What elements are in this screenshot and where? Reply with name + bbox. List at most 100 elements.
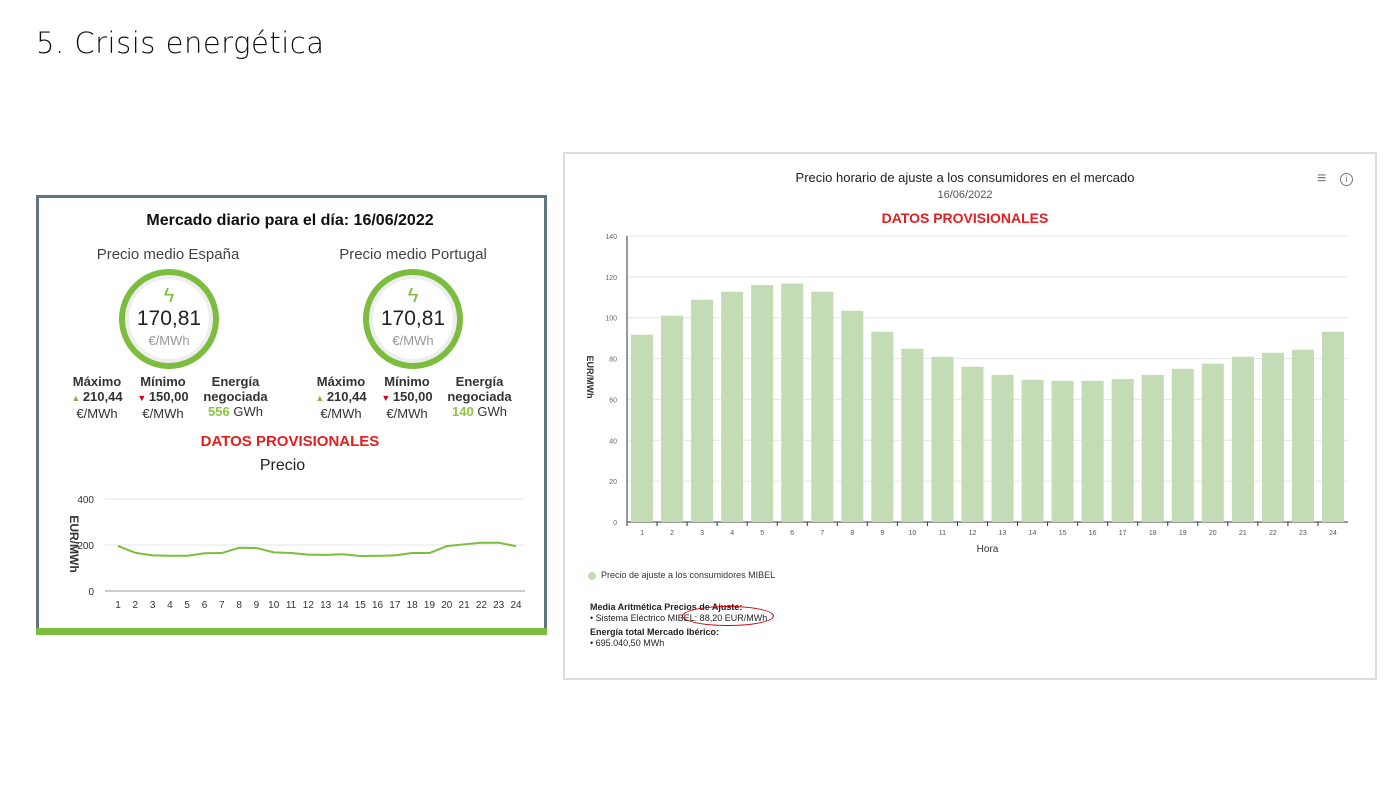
market-title: Mercado diario para el día: 16/06/2022 <box>146 212 434 229</box>
x-tick-label: 4 <box>730 530 734 537</box>
x-tick-label: 1 <box>640 530 644 537</box>
x-tick-label: 21 <box>1239 530 1247 537</box>
bar <box>781 283 804 522</box>
x-tick-label: 23 <box>493 600 505 611</box>
bar <box>1141 374 1164 522</box>
bar-chart-title: Precio horario de ajuste a los consumido… <box>795 170 1135 185</box>
x-tick-label: 3 <box>700 530 704 537</box>
x-tick-label: 18 <box>407 600 419 611</box>
x-tick-label: 21 <box>459 600 471 611</box>
bar-chart-date: 16/06/2022 <box>937 189 993 201</box>
bar <box>631 334 654 522</box>
x-tick-label: 8 <box>236 600 242 611</box>
legend-marker-icon <box>588 572 596 580</box>
bar <box>1021 379 1044 522</box>
bar <box>661 315 684 522</box>
x-tick-label: 22 <box>1269 530 1277 537</box>
bar <box>1321 331 1344 522</box>
summary-mean-label: Media Aritmética Precios de Ajuste: <box>590 602 743 612</box>
energy-value: 556 <box>208 404 230 419</box>
daily-market-panel <box>36 195 547 635</box>
y-tick-label: 200 <box>77 541 94 552</box>
spain-min: Mínimo ▼ 150,00 €/MWh <box>128 374 198 421</box>
bar <box>1201 363 1224 522</box>
min-unit: €/MWh <box>142 406 184 421</box>
x-tick-label: 5 <box>184 600 190 611</box>
lightning-icon: ϟ <box>407 285 419 307</box>
energy-unit: GWh <box>233 404 263 419</box>
y-tick-label: 60 <box>609 397 617 404</box>
portugal-price: 170,81 <box>380 307 446 330</box>
min-unit: €/MWh <box>386 406 428 421</box>
summary-energy-value: • 695.040,50 MWh <box>590 638 665 648</box>
bar <box>1291 349 1314 522</box>
x-tick-label: 24 <box>1329 530 1337 537</box>
y-tick-label: 0 <box>88 587 94 598</box>
x-tick-label: 1 <box>115 600 121 611</box>
summary-mean-value: • Sistema Eléctrico MIBEL: 88,20 EUR/MWh <box>590 613 768 623</box>
bar <box>931 356 954 522</box>
bar <box>1261 352 1284 522</box>
down-arrow-icon: ▼ <box>381 393 393 403</box>
spain-label: Precio medio España <box>96 246 240 263</box>
x-tick-label: 10 <box>268 600 280 611</box>
x-tick-label: 8 <box>850 530 854 537</box>
info-icon[interactable]: i <box>1340 173 1353 186</box>
provisional-label: DATOS PROVISIONALES <box>200 433 380 450</box>
max-unit: €/MWh <box>76 406 118 421</box>
x-tick-label: 11 <box>939 530 946 537</box>
portugal-min: Mínimo ▼ 150,00 €/MWh <box>372 374 442 421</box>
x-tick-label: 18 <box>1149 530 1157 537</box>
x-tick-label: 9 <box>880 530 884 537</box>
x-tick-label: 14 <box>337 600 349 611</box>
menu-icon[interactable]: ≡ <box>1317 170 1327 187</box>
y-tick-label: 100 <box>605 316 617 323</box>
x-tick-label: 3 <box>150 600 156 611</box>
bar <box>961 366 984 522</box>
lightning-icon: ϟ <box>163 285 175 307</box>
spain-price-ring <box>119 269 219 369</box>
x-tick-label: 7 <box>820 530 824 537</box>
energy-label-2: negociada <box>203 389 268 404</box>
bar <box>1051 380 1074 522</box>
min-value: 150,00 <box>148 389 189 404</box>
x-tick-label: 7 <box>219 600 225 611</box>
bar-chart-provisional: DATOS PROVISIONALES <box>881 210 1049 226</box>
x-tick-label: 10 <box>908 530 916 537</box>
x-tick-label: 2 <box>670 530 674 537</box>
portugal-label: Precio medio Portugal <box>339 246 487 263</box>
legend-item[interactable]: Precio de ajuste a los consumidores MIBE… <box>601 570 776 580</box>
spain-unit: €/MWh <box>148 333 190 348</box>
bar <box>751 285 774 522</box>
max-value: 210,44 <box>326 389 367 404</box>
x-tick-label: 13 <box>320 600 332 611</box>
bar <box>841 310 864 522</box>
x-tick-label: 11 <box>286 600 297 611</box>
energy-value: 140 <box>452 404 474 419</box>
max-label: Máximo <box>72 374 122 389</box>
bar <box>1171 368 1194 522</box>
spain-max: Máximo ▲ 210,44 €/MWh <box>62 374 132 421</box>
x-tick-label: 14 <box>1029 530 1037 537</box>
min-value: 150,00 <box>392 389 433 404</box>
x-tick-label: 15 <box>1059 530 1067 537</box>
bar <box>871 331 894 522</box>
down-arrow-icon: ▼ <box>137 393 149 403</box>
portugal-price-ring <box>363 269 463 369</box>
x-tick-label: 17 <box>389 600 401 611</box>
x-tick-label: 23 <box>1299 530 1307 537</box>
portugal-unit: €/MWh <box>392 333 434 348</box>
bar <box>811 291 834 522</box>
highlight-ellipse <box>682 606 774 626</box>
bar <box>691 299 714 522</box>
bar <box>991 374 1014 522</box>
x-tick-label: 13 <box>999 530 1007 537</box>
bar <box>1231 356 1254 522</box>
bar <box>1111 379 1134 522</box>
x-tick-label: 9 <box>254 600 260 611</box>
y-tick-label: 40 <box>609 438 617 445</box>
up-arrow-icon: ▲ <box>71 393 83 403</box>
y-tick-label: 140 <box>605 234 617 241</box>
